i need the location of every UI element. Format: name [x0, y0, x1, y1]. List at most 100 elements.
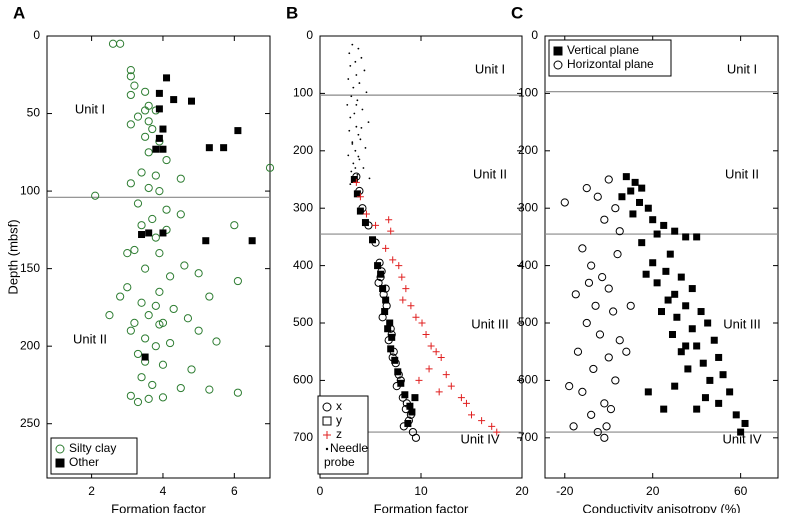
panel-label: A [13, 3, 25, 22]
point [137, 298, 146, 307]
point [155, 287, 164, 296]
point [126, 90, 135, 100]
legend-box [548, 39, 672, 77]
unit-label: Unit II [725, 166, 759, 181]
point [382, 244, 390, 252]
point [578, 244, 587, 253]
point [148, 124, 157, 134]
point [347, 78, 350, 80]
point [595, 330, 605, 339]
point [622, 173, 630, 181]
point [653, 279, 661, 287]
y-tick-label: 500 [293, 315, 313, 329]
point [155, 249, 164, 258]
point [377, 270, 385, 278]
point [642, 270, 650, 278]
point [163, 74, 171, 82]
point [152, 145, 160, 153]
legend-label: y [336, 413, 342, 427]
point [361, 219, 369, 227]
point [158, 360, 168, 369]
point [356, 99, 359, 102]
point [367, 121, 370, 124]
y-tick-label: 600 [293, 373, 313, 387]
point [671, 382, 679, 390]
point [741, 419, 749, 427]
point [432, 348, 440, 356]
plot-frame [544, 35, 779, 479]
y-tick-label: 0 [531, 28, 538, 42]
point [137, 221, 146, 230]
point [372, 221, 380, 229]
point [183, 314, 193, 323]
point [682, 302, 690, 310]
point [587, 261, 596, 270]
point [194, 326, 203, 335]
x-tick-label: 0 [317, 484, 324, 498]
point [351, 43, 354, 46]
point [123, 249, 132, 258]
point [406, 402, 414, 410]
point [660, 405, 668, 413]
point [427, 342, 435, 350]
point [715, 399, 723, 407]
x-tick-label: 20 [646, 484, 660, 498]
point [144, 101, 153, 110]
point [353, 190, 361, 198]
point [350, 170, 353, 173]
point [212, 337, 221, 346]
point [158, 393, 168, 402]
point [155, 89, 163, 97]
unit-label: Unit II [473, 166, 507, 181]
point [615, 227, 624, 236]
point [401, 391, 409, 399]
point [354, 149, 357, 152]
point [578, 387, 587, 396]
point [141, 264, 150, 273]
point [360, 126, 363, 129]
point [205, 144, 213, 152]
x-tick-label: 2 [88, 484, 95, 498]
point [347, 154, 350, 157]
legend-marker [322, 416, 332, 426]
point [188, 97, 196, 105]
point [363, 69, 366, 72]
legend-marker [323, 431, 331, 439]
point [604, 353, 613, 362]
point [176, 210, 185, 219]
point [159, 229, 167, 237]
point [653, 230, 661, 238]
point [398, 273, 406, 281]
point [205, 385, 214, 394]
point [105, 311, 114, 320]
point [701, 394, 709, 402]
unit-label: Unit II [73, 331, 107, 346]
y-tick-label: 200 [293, 143, 313, 157]
point [353, 179, 356, 182]
point [362, 210, 370, 218]
point [649, 216, 657, 224]
x-tick-label: -20 [556, 484, 574, 498]
point [348, 52, 351, 55]
point [609, 307, 618, 316]
point [573, 347, 583, 356]
point [415, 376, 423, 384]
y-tick-label: 400 [518, 258, 538, 272]
point [352, 178, 360, 186]
point [638, 239, 646, 247]
point [361, 108, 364, 111]
point [116, 39, 125, 48]
point [141, 87, 150, 96]
point [350, 176, 358, 184]
point [677, 273, 685, 281]
point [123, 283, 132, 292]
legend-marker [322, 402, 332, 412]
point [626, 301, 635, 310]
point [638, 184, 646, 192]
point [411, 394, 419, 402]
y-axis-label: Depth (mbsf) [5, 219, 20, 294]
point [364, 147, 367, 149]
legend-label: Other [69, 455, 99, 469]
point [447, 382, 455, 390]
point [155, 186, 164, 196]
